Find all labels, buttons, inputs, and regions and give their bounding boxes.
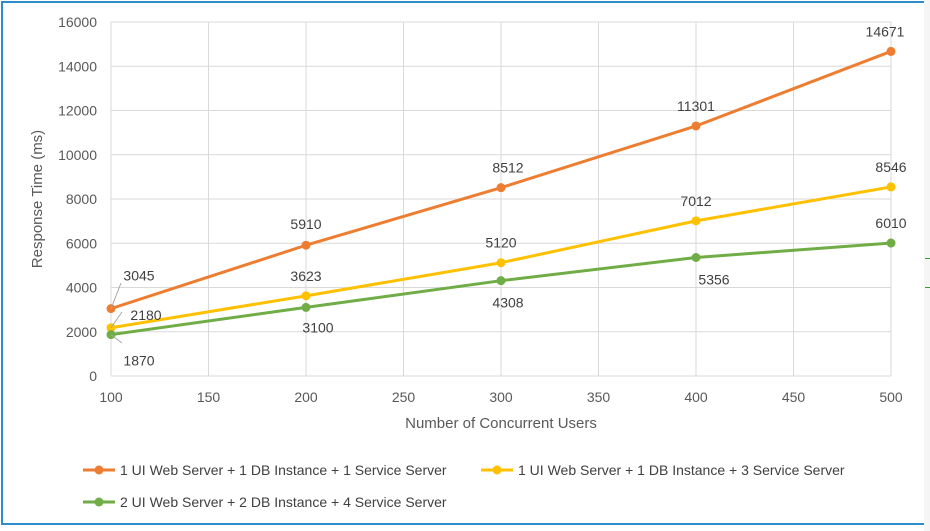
legend: 1 UI Web Server + 1 DB Instance + 1 Serv…	[83, 462, 845, 510]
legend-swatch-marker	[94, 497, 104, 507]
gridlines	[110, 21, 892, 377]
data-point	[886, 46, 896, 56]
data-label: 5120	[485, 235, 516, 251]
x-tick-label: 350	[587, 389, 611, 405]
edge-marker	[925, 287, 930, 288]
y-tick-label: 8000	[66, 191, 97, 207]
data-label: 5356	[698, 271, 729, 287]
y-axis-title: Response Time (ms)	[29, 130, 46, 268]
edge-marker	[925, 258, 930, 259]
label-leader-line	[110, 334, 123, 344]
data-label: 8512	[492, 160, 523, 176]
data-point	[301, 302, 311, 312]
data-label: 1870	[123, 353, 154, 369]
x-tick-label: 500	[879, 389, 903, 405]
data-label: 3045	[123, 268, 154, 284]
y-tick-label: 2000	[66, 324, 97, 340]
legend-entry: 2 UI Web Server + 2 DB Instance + 4 Serv…	[120, 494, 447, 510]
y-tick-label: 14000	[58, 58, 97, 74]
data-point	[301, 291, 311, 301]
data-label: 3100	[302, 319, 333, 335]
data-label: 14671	[866, 23, 905, 39]
data-point	[496, 258, 506, 268]
y-tick-label: 4000	[66, 280, 97, 296]
data-label: 5910	[290, 216, 321, 232]
data-point	[886, 238, 896, 248]
y-tick-label: 0	[89, 368, 97, 384]
data-label: 3623	[290, 268, 321, 284]
data-point	[496, 183, 506, 193]
y-tick-label: 12000	[58, 103, 97, 119]
right-edge-strip	[924, 0, 930, 531]
label-leader-line	[110, 311, 123, 329]
x-tick-label: 450	[782, 389, 806, 405]
legend-entry: 1 UI Web Server + 1 DB Instance + 3 Serv…	[518, 462, 845, 478]
data-label: 11301	[677, 98, 715, 114]
x-tick-label: 400	[684, 389, 708, 405]
data-label: 6010	[875, 215, 906, 231]
data-label: 4308	[492, 295, 523, 311]
legend-swatch-marker	[94, 465, 104, 475]
data-point	[691, 252, 701, 262]
legend-entry: 1 UI Web Server + 1 DB Instance + 1 Serv…	[120, 462, 447, 478]
data-point	[691, 121, 701, 131]
data-label: 8546	[875, 159, 906, 175]
x-tick-label: 200	[294, 389, 318, 405]
x-tick-label: 250	[392, 389, 416, 405]
series-lines	[106, 46, 896, 340]
label-leader-line	[110, 282, 122, 309]
legend-swatch-marker	[492, 465, 502, 475]
y-tick-label: 16000	[58, 14, 97, 30]
y-axis-ticks: 0 2000 4000 6000 8000 10000 12000 14000 16000	[58, 14, 97, 384]
data-label: 2180	[130, 307, 161, 323]
data-point	[496, 276, 506, 286]
y-tick-label: 6000	[66, 235, 97, 251]
x-tick-label: 300	[489, 389, 513, 405]
data-point	[886, 182, 896, 192]
x-tick-label: 100	[99, 389, 123, 405]
y-tick-label: 10000	[58, 147, 97, 163]
data-point	[691, 216, 701, 226]
x-axis-ticks: 100 150 200 250 300 350 400 450 500	[99, 389, 903, 405]
x-axis-title: Number of Concurrent Users	[405, 415, 597, 432]
data-label: 7012	[680, 193, 711, 209]
x-tick-label: 150	[197, 389, 221, 405]
data-labels: 3045 5910 8512 11301 14671 2180 3623 5120 7012 85…	[110, 23, 907, 369]
data-point	[301, 240, 311, 250]
